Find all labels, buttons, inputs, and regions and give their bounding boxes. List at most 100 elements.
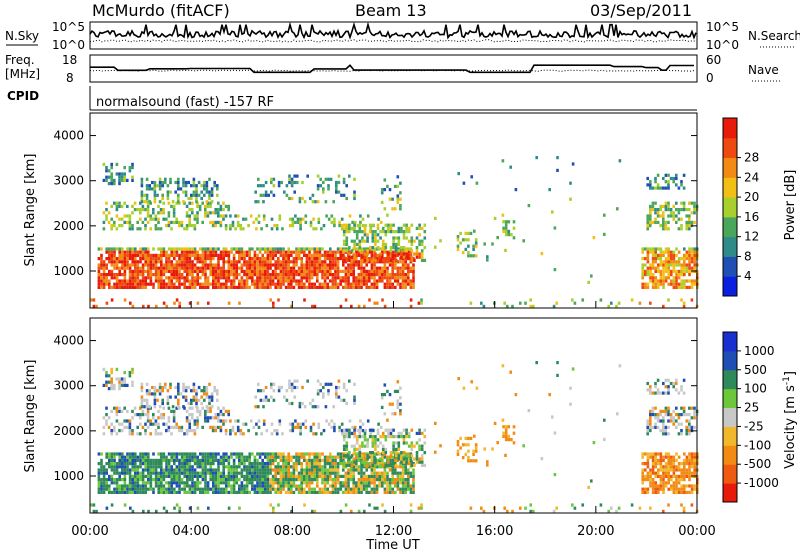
velocity-cell — [103, 488, 106, 491]
power-cell — [280, 181, 283, 184]
velocity-cell — [334, 472, 337, 475]
velocity-cell — [118, 472, 121, 475]
power-cell — [508, 230, 511, 233]
velocity-cell — [248, 478, 251, 481]
velocity-cell — [351, 464, 354, 467]
power-cell — [116, 283, 119, 286]
velocity-cell — [678, 423, 681, 426]
velocity-cell — [225, 465, 228, 468]
power-cell — [105, 283, 108, 286]
velocity-cell — [183, 488, 186, 491]
velocity-cell — [505, 435, 508, 438]
power-cell — [113, 263, 116, 266]
power-cell — [230, 267, 233, 270]
velocity-cell — [188, 419, 191, 422]
power-cell — [685, 221, 688, 224]
power-cell — [126, 286, 129, 289]
power-cell — [220, 251, 223, 254]
velocity-cell — [105, 478, 108, 481]
velocity-cell — [317, 380, 320, 383]
power-cell — [385, 230, 388, 233]
velocity-cell — [222, 478, 225, 481]
power-cell — [347, 279, 350, 282]
velocity-cell — [160, 488, 163, 491]
power-cell — [165, 257, 168, 260]
velocity-cell — [282, 459, 285, 462]
power-cell — [290, 276, 293, 279]
power-cell — [256, 263, 259, 266]
velocity-cell — [181, 478, 184, 481]
velocity-cell — [306, 462, 309, 465]
power-cell — [402, 276, 405, 279]
velocity-cell — [254, 456, 257, 459]
power-cell — [173, 263, 176, 266]
velocity-cell — [350, 472, 353, 475]
power-cell — [267, 251, 270, 254]
power-cell — [131, 205, 134, 208]
power-cell — [287, 270, 290, 273]
velocity-cell — [332, 481, 335, 484]
power-cell — [246, 273, 249, 276]
velocity-cell — [345, 475, 348, 478]
power-cell — [657, 267, 660, 270]
power-cell — [148, 200, 151, 203]
power-cell — [337, 263, 340, 266]
power-cell — [397, 198, 400, 201]
velocity-cell — [272, 452, 275, 455]
power-cell — [208, 197, 211, 200]
power-cell — [673, 254, 676, 257]
velocity-cell — [161, 399, 164, 402]
power-cell — [220, 283, 223, 286]
velocity-cell — [350, 468, 353, 471]
power-cell — [280, 251, 283, 254]
velocity-cell — [380, 426, 383, 429]
velocity-cell — [160, 452, 163, 455]
power-cell — [402, 260, 405, 263]
velocity-cell — [212, 416, 215, 419]
velocity-cell — [276, 429, 279, 432]
power-cell — [233, 263, 236, 266]
power-cell — [641, 283, 644, 286]
power-cell — [300, 263, 303, 266]
power-cell — [646, 183, 649, 186]
power-cell — [143, 200, 146, 203]
velocity-cell — [105, 419, 108, 422]
velocity-cell — [168, 416, 171, 419]
power-cell — [657, 221, 660, 224]
power-cell — [126, 247, 129, 250]
power-cell — [243, 286, 246, 289]
velocity-cell — [255, 423, 258, 426]
velocity-cell — [220, 462, 223, 465]
velocity-cell — [157, 491, 160, 494]
velocity-cell — [287, 462, 290, 465]
power-cell — [253, 221, 256, 224]
power-cell — [305, 221, 308, 224]
velocity-cell — [342, 468, 345, 471]
velocity-cell — [269, 456, 272, 459]
power-cell — [324, 276, 327, 279]
power-cell — [123, 202, 126, 205]
power-cell — [402, 270, 405, 273]
power-cell — [196, 270, 199, 273]
velocity-cell — [194, 432, 197, 435]
velocity-cell — [395, 435, 398, 438]
power-cell — [649, 183, 652, 186]
power-cell — [147, 267, 150, 270]
velocity-cell — [129, 432, 132, 435]
power-cell — [201, 202, 204, 205]
velocity-cell — [652, 491, 655, 494]
velocity-cell — [670, 459, 673, 462]
velocity-cell — [673, 468, 676, 471]
velocity-cell — [211, 399, 214, 402]
power-cell — [176, 267, 179, 270]
power-cell — [233, 257, 236, 260]
power-cell — [160, 263, 163, 266]
velocity-cell — [147, 410, 150, 413]
velocity-cell — [280, 468, 283, 471]
velocity-cell — [144, 481, 147, 484]
velocity-cell — [657, 452, 660, 455]
power-cell — [116, 247, 119, 250]
power-cell — [146, 187, 149, 190]
velocity-cell — [381, 406, 384, 409]
velocity-cell — [287, 478, 290, 481]
